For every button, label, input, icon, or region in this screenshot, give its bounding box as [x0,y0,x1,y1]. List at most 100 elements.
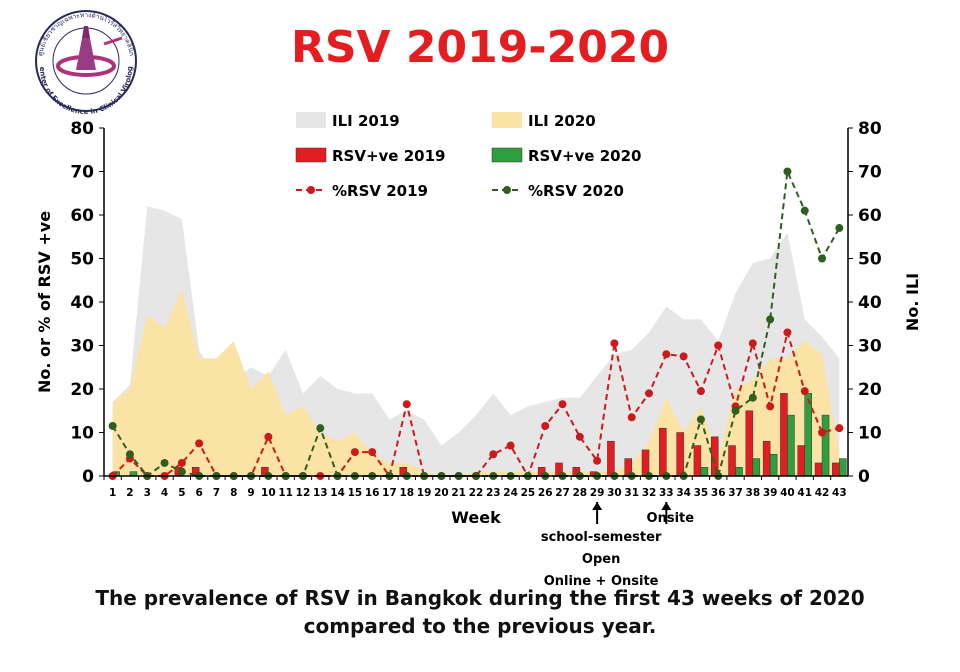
y-tick-label-left: 30 [70,337,94,357]
caption-line-2: compared to the previous year. [303,614,657,638]
%rsv-2020-point [160,458,169,467]
x-tick-label: 23 [486,487,501,499]
rsv-2019-bar [745,410,754,477]
x-tick-label: 41 [797,487,812,499]
rsv-2020-bar [839,458,847,477]
x-tick-label: 4 [161,487,168,499]
y-tick-label-right: 50 [858,250,882,270]
legend-marker-pct_2019 [307,186,315,194]
rsv-2019-bar [676,432,684,477]
x-tick-label: 20 [434,487,449,499]
legend-label-rsv_2020: RSV+ve 2020 [528,147,641,165]
x-tick-label: 27 [555,487,570,499]
rsv-2019-bar [607,440,615,477]
x-tick-label: 28 [573,487,588,499]
x-tick-label: 10 [261,487,276,499]
y-tick-label-left: 20 [70,380,94,400]
x-tick-label: 25 [521,487,536,499]
rsv-2020-bar [752,458,761,477]
rsv-2020-bar [821,414,830,477]
x-axis-label: Week [451,508,501,527]
y-tick-label-right: 0 [858,467,870,487]
x-tick-label: 15 [348,487,363,499]
rsv-2020-bar [735,467,743,477]
%rsv-2019-point [195,439,204,448]
legend-swatch-rsv_2020 [491,147,523,163]
annotation-label: Onsite [647,511,695,526]
x-tick-label: 32 [642,487,657,499]
annotation-label: Online + Onsite [544,574,659,589]
rsv-2020-bar [769,454,778,477]
x-tick-label: 42 [815,487,830,499]
rsv-2020-bar [700,467,709,477]
rsv-2019-bar [780,393,788,477]
x-tick-label: 2 [126,487,133,499]
%rsv-2020-point [108,421,117,430]
page-title: RSV 2019-2020 [290,22,670,73]
x-tick-label: 24 [503,487,518,499]
x-tick-label: 18 [399,487,414,499]
%rsv-2020-point [783,167,792,176]
x-tick-label: 40 [780,487,795,499]
caption-line-1: The prevalence of RSV in Bangkok during … [95,586,865,610]
x-tick-label: 14 [330,487,345,499]
x-tick-label: 35 [694,487,709,499]
y-axis-label-right: No. ILI [903,273,922,331]
%rsv-2019-point [818,428,827,437]
rsv-2019-bar [814,462,823,477]
ili-2020-area [112,288,840,476]
x-tick-label: 22 [469,487,484,499]
y-tick-label-left: 70 [70,163,94,183]
y-tick-label-right: 80 [858,119,882,139]
%rsv-2019-point [558,400,567,409]
%rsv-2020-point [766,315,775,324]
%rsv-2019-point [264,432,273,441]
legend-label-ili_2019: ILI 2019 [332,112,400,130]
%rsv-2019-point [402,400,411,409]
y-tick-label-right: 20 [858,380,882,400]
y-tick-label-right: 70 [858,163,882,183]
legend-label-ili_2020: ILI 2020 [528,112,596,130]
%rsv-2019-point [575,432,584,441]
%rsv-2019-point [610,339,619,348]
y-tick-label-left: 50 [70,250,94,270]
y-tick-label-left: 60 [70,206,94,226]
legend-label-pct_2020: %RSV 2020 [528,182,624,200]
ili-2019-area [112,206,840,477]
%rsv-2019-point [714,341,723,350]
%rsv-2020-point [748,393,757,402]
%rsv-2019-point [783,328,792,337]
rsv-2020-bar [787,414,795,477]
rsv-2019-bar [641,449,650,477]
x-tick-label: 11 [278,487,293,499]
%rsv-2020-point [696,415,705,424]
%rsv-2019-point [593,456,602,465]
x-tick-label: 33 [659,487,674,499]
%rsv-2020-point [818,254,827,263]
%rsv-2019-point [489,450,498,459]
x-tick-label: 13 [313,487,328,499]
x-tick-label: 19 [417,487,432,499]
x-tick-label: 16 [365,487,380,499]
x-tick-label: 34 [676,487,691,499]
%rsv-2019-point [506,441,515,450]
%rsv-2019-point [177,458,186,467]
y-tick-label-left: 40 [70,293,94,313]
%rsv-2020-point [731,406,740,415]
x-tick-label: 39 [763,487,778,499]
x-tick-label: 21 [451,487,466,499]
rsv-2019-bar [832,462,840,477]
%rsv-2019-point [645,389,654,398]
annotation-arrowhead [661,502,672,510]
y-tick-label-right: 30 [858,337,882,357]
x-tick-label: 29 [590,487,605,499]
legend-marker-pct_2020 [503,186,511,194]
%rsv-2020-point [800,206,809,215]
annotation-arrowhead [592,502,603,510]
x-tick-label: 37 [728,487,743,499]
%rsv-2019-point [541,421,550,430]
%rsv-2019-point [368,448,377,457]
x-tick-label: 8 [230,487,237,499]
legend-swatch-rsv_2019 [295,147,327,163]
